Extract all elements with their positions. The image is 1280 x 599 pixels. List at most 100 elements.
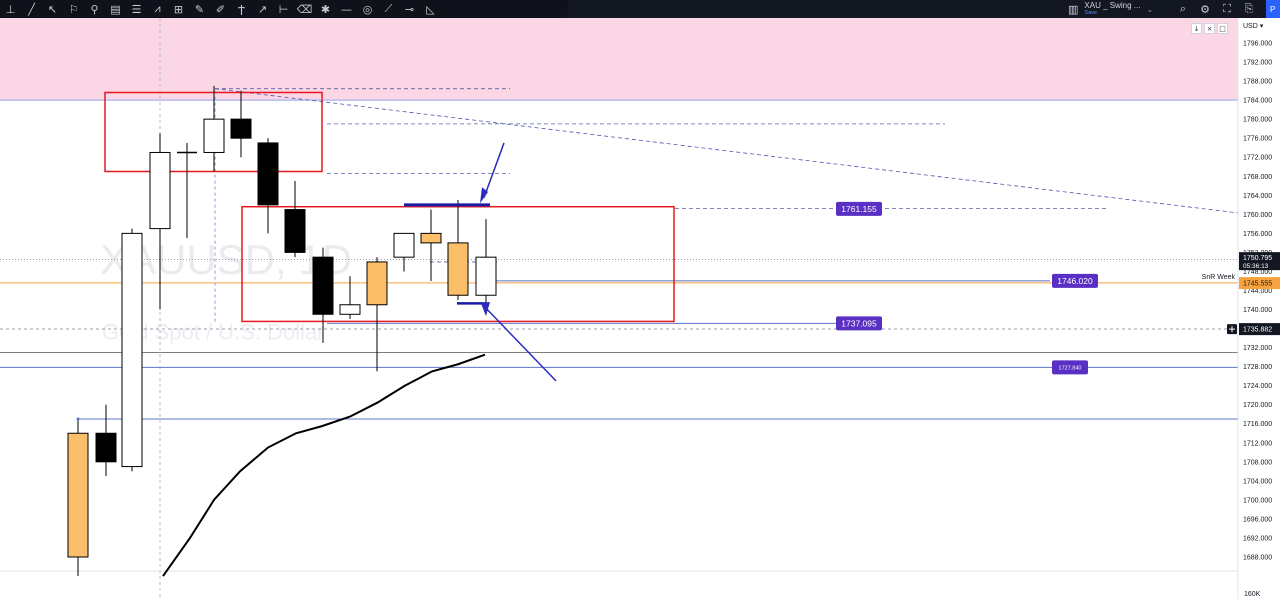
trendline-dashed [214,88,1239,214]
arrow-up-head [481,301,490,317]
candle-body [95,432,117,463]
snr-price-value: 1745.555 [1243,281,1272,288]
price-tick: 1724.000 [1243,383,1272,390]
flag-icon[interactable]: ⚐ [68,2,79,16]
price-tick: 1760.000 [1243,212,1272,219]
price-tick: 1732.000 [1243,345,1272,352]
fib-icon[interactable]: ☰ [131,2,142,16]
price-tick: 1688.000 [1243,555,1272,562]
level-label-1761-bg[interactable] [836,201,882,216]
price-tick: 1772.000 [1243,155,1272,162]
arc-icon[interactable]: ◺ [426,2,435,16]
level-label-1727: 1727.840 [1059,365,1082,371]
level-anchor [76,417,80,421]
price-tick: 1712.000 [1243,440,1272,447]
candle-body [366,261,388,306]
volume-scale-label: 160K [1244,591,1261,598]
candle-body [284,209,306,253]
drawing-tools-strip: ⊥ ╱ ↖ ⚐ ⚲ ▤ ☰ ⩘ ⊞ ✎ ✐ Ϯ ↗ ⊢ ⌫ ✱ — ◎ ⟋ ⊸ ◺ [0,0,568,18]
candle-body [203,118,225,153]
gear-icon[interactable]: ⚙ [1200,2,1210,16]
price-tick: 1740.000 [1243,307,1272,314]
level-label-1746: 1746.020 [1057,276,1093,286]
pencil-icon[interactable]: ✐ [215,2,226,16]
price-tick: 1700.000 [1243,497,1272,504]
text-icon[interactable]: Ϯ [238,2,245,16]
candle-body [230,118,252,139]
price-tick: 1792.000 [1243,60,1272,67]
price-tick: 1780.000 [1243,117,1272,124]
current-price-badge [1239,252,1280,271]
candle-body [312,256,334,315]
fullscreen-icon[interactable]: ⛶ [1223,2,1231,15]
measure-icon[interactable]: ⟋ [384,2,393,15]
cursor-icon[interactable]: ⊥ [5,2,16,16]
price-tick: 1728.000 [1243,364,1272,371]
price-tick: 1696.000 [1243,516,1272,523]
price-tick: 1744.000 [1243,288,1272,295]
search-icon[interactable]: ⌕ [1179,2,1187,15]
arrow-down-line [483,142,505,198]
level-label-1737-bg[interactable] [836,316,882,331]
price-tick: 1776.000 [1243,136,1272,143]
price-tick: 1748.000 [1243,269,1272,276]
ruler-icon[interactable]: ⊢ [278,2,289,16]
trendline-icon[interactable]: ╱ [28,2,35,16]
h-ray-icon[interactable]: ⊸ [404,2,415,16]
target-icon[interactable]: ◎ [362,2,373,16]
close-icon[interactable]: × [1204,23,1215,34]
camera-icon[interactable]: ⎘ [1244,2,1254,15]
layout-icon: ▥ [1068,2,1079,16]
pane-controls: ↓ × □ [1191,23,1228,34]
long-position-icon[interactable]: ▤ [110,2,121,16]
candle-body [475,256,497,296]
level-label-1727-bg[interactable] [1052,360,1088,375]
bar-countdown: 05:36:13 [1243,263,1269,270]
candle-body [257,142,279,206]
top-toolbar: ⊥ ╱ ↖ ⚐ ⚲ ▤ ☰ ⩘ ⊞ ✎ ✐ Ϯ ↗ ⊢ ⌫ ✱ — ◎ ⟋ ⊸ ◺ ▥ XAU _ Swing ... … [0,0,1280,18]
currency-selector[interactable]: USD ▾ [1243,23,1264,30]
eraser-icon[interactable]: ⌫ [296,2,313,16]
supply-zone [0,18,1238,101]
level-label-1746-bg[interactable] [1052,273,1098,288]
price-tick: 1692.000 [1243,535,1272,542]
price-tick: 1716.000 [1243,421,1272,428]
node-icon[interactable]: ✱ [320,2,331,16]
arrow-pointer-icon[interactable]: ↖ [47,2,58,16]
save-status[interactable]: Save [1084,10,1097,16]
price-tick: 1704.000 [1243,478,1272,485]
price-tick: 1708.000 [1243,459,1272,466]
current-price-value: 1750.795 [1243,255,1272,262]
pin-icon[interactable]: ⚲ [90,2,99,16]
price-tick: 1756.000 [1243,231,1272,238]
chevron-down-icon[interactable]: ⌄ [1146,4,1154,14]
range-icon[interactable]: ⊞ [173,2,184,16]
pattern-icon[interactable]: ⩘ [154,2,161,15]
level-label-1737: 1737.095 [841,318,877,328]
level-label-1761: 1761.155 [841,204,877,214]
arrow-down-icon[interactable]: ↓ [1191,23,1202,34]
price-tick: 1784.000 [1243,98,1272,105]
candle-body [339,304,361,315]
brush-icon[interactable]: ✎ [194,2,205,16]
candle-body [393,232,415,258]
candle-body [149,151,171,230]
publish-button[interactable]: P [1266,0,1280,18]
price-tick: 1720.000 [1243,402,1272,409]
toolbar-right-icons: ⌕ ⚙ ⛶ ⎘ [1172,0,1260,18]
layout-selector[interactable]: ▥ XAU _ Swing ... Save ⌄ [1068,0,1153,18]
price-tick: 1768.000 [1243,174,1272,181]
price-tick: 1796.000 [1243,41,1272,48]
candle-body [420,232,442,244]
horizontal-line-icon[interactable]: — [341,2,352,16]
moving-average-line [162,353,486,577]
price-tick: 1764.000 [1243,193,1272,200]
curve-icon[interactable]: ↗ [257,2,268,16]
restore-icon[interactable]: □ [1217,23,1228,34]
snr-week-label: SnR Week [1202,274,1236,281]
crosshair-price-badge [1239,323,1280,336]
price-axis[interactable] [1238,18,1280,599]
price-tick: 1788.000 [1243,79,1272,86]
candle-body [447,242,469,296]
